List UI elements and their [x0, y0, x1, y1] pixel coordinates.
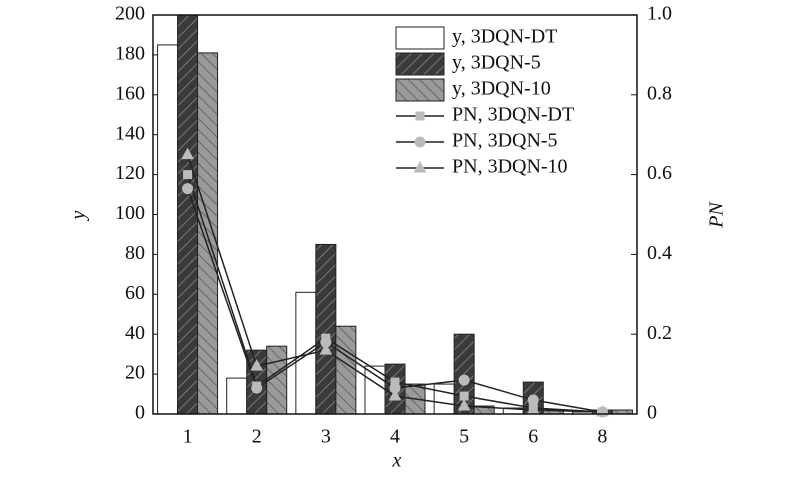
x-tick-label: 5 — [459, 426, 469, 448]
legend-label: y, 3DQN-5 — [452, 52, 541, 74]
x-axis-label: x — [392, 450, 402, 472]
y-tick-label: 200 — [115, 3, 145, 25]
marker — [458, 374, 470, 386]
x-tick-label: 4 — [390, 426, 400, 448]
x-tick-label: 1 — [183, 426, 193, 448]
bar — [157, 44, 179, 415]
y-tick-label: 60 — [125, 282, 145, 304]
legend-label: PN, 3DQN-5 — [452, 130, 558, 152]
marker — [457, 398, 471, 411]
legend-swatch — [395, 26, 445, 50]
y-tick-label: 100 — [115, 202, 145, 224]
y-tick-label: 140 — [115, 122, 145, 144]
bar — [335, 325, 357, 415]
marker — [388, 389, 402, 401]
legend-swatch — [395, 78, 445, 102]
x-tick-label: 2 — [252, 426, 262, 448]
marker — [250, 359, 264, 371]
y-tick-label: 0 — [135, 402, 145, 424]
y2-tick-label: 0.2 — [647, 322, 672, 344]
bar — [315, 243, 337, 415]
x-tick-label: 6 — [528, 426, 538, 448]
x-tick-label: 3 — [321, 426, 331, 448]
legend-label: PN, 3DQN-DT — [452, 104, 574, 126]
marker — [414, 136, 426, 148]
marker — [415, 111, 425, 121]
marker — [459, 391, 469, 401]
legend-label: PN, 3DQN-10 — [452, 156, 568, 178]
y-tick-label: 120 — [115, 162, 145, 184]
marker — [319, 343, 333, 355]
y-tick-label: 80 — [125, 242, 145, 264]
marker — [181, 147, 194, 160]
marker — [251, 382, 263, 394]
marker — [182, 183, 194, 195]
y-tick-label: 40 — [125, 322, 145, 344]
marker — [183, 170, 193, 180]
bar — [177, 14, 199, 415]
y2-axis-label: PN — [706, 201, 728, 229]
y-axis-label: y — [68, 210, 90, 221]
y2-tick-label: 0 — [647, 402, 657, 424]
y2-tick-label: 0.6 — [647, 162, 672, 184]
legend-swatch — [395, 52, 445, 76]
bar — [226, 377, 248, 415]
y2-tick-label: 0.4 — [647, 242, 672, 264]
y-tick-label: 180 — [115, 42, 145, 64]
y-tick-label: 20 — [125, 362, 145, 384]
legend-label: y, 3DQN-DT — [452, 26, 557, 48]
plot-frame — [152, 14, 638, 415]
marker — [413, 160, 427, 173]
y-tick-label: 160 — [115, 82, 145, 104]
x-tick-label: 8 — [597, 426, 607, 448]
y2-tick-label: 1.0 — [647, 3, 672, 25]
y2-tick-label: 0.8 — [647, 82, 672, 104]
legend-label: y, 3DQN-10 — [452, 78, 551, 100]
bar — [433, 383, 455, 415]
